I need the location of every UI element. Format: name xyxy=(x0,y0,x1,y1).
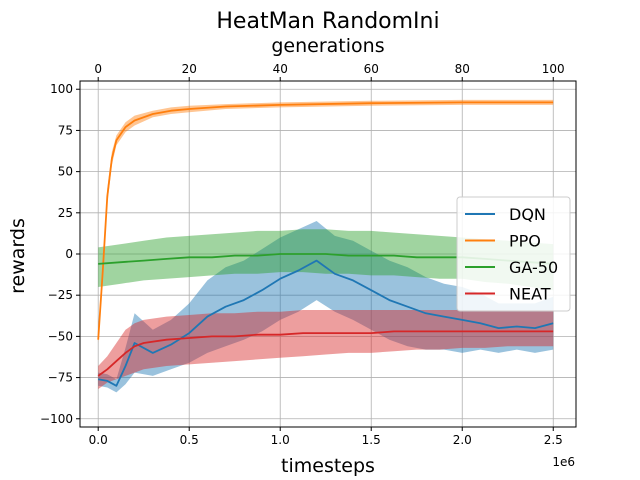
x-tick-label: 1.0 xyxy=(271,433,290,447)
legend-box xyxy=(456,196,571,312)
x-axis-label: timesteps xyxy=(281,455,375,477)
series-group xyxy=(97,99,554,393)
x-tick-label: 2.0 xyxy=(453,433,472,447)
x2-axis-label: generations xyxy=(271,35,384,57)
x-tick-label: 0.5 xyxy=(180,433,199,447)
legend: DQN PPO GA-50 NEAT xyxy=(456,196,571,312)
x-tick-label: 0.0 xyxy=(89,433,108,447)
x2-tick-label: 60 xyxy=(364,62,379,76)
series-band-neat xyxy=(98,310,554,390)
y-tick-label: 50 xyxy=(58,165,73,179)
y-tick-label: −100 xyxy=(40,412,73,426)
chart-title: HeatMan RandomIni xyxy=(216,9,439,34)
y-axis-label: rewards xyxy=(7,218,29,294)
y-tick-label: −25 xyxy=(48,288,73,302)
legend-label-ppo: PPO xyxy=(509,232,541,251)
x-tick-label: 1.5 xyxy=(362,433,381,447)
x2-tick-label: 20 xyxy=(182,62,197,76)
y-tick-label: −75 xyxy=(48,371,73,385)
y-tick-label: 75 xyxy=(58,123,73,137)
x-offset-label: 1e6 xyxy=(552,455,575,469)
y-tick-label: −50 xyxy=(48,329,73,343)
series-line-neat xyxy=(97,330,554,377)
legend-label-ga-50: GA-50 xyxy=(509,258,558,277)
x2-tick-label: 100 xyxy=(542,62,565,76)
plot-area: 0.0 0.5 1.0 1.5 2.0 2.5 0 20 40 60 80 100 −100 −75 −50… xyxy=(40,62,577,447)
x2-tick-label: 40 xyxy=(273,62,288,76)
series-line-ppo xyxy=(97,101,554,340)
y-tick-label: 25 xyxy=(58,206,73,220)
series-band-ga-50 xyxy=(98,229,554,291)
y-tick-label: 0 xyxy=(65,247,73,261)
x-tick-label: 2.5 xyxy=(544,433,563,447)
x2-tick-label: 0 xyxy=(94,62,102,76)
legend-label-dqn: DQN xyxy=(509,205,546,224)
x2-tick-label: 80 xyxy=(455,62,470,76)
legend-label-neat: NEAT xyxy=(509,285,551,304)
series-line-dqn xyxy=(98,259,554,387)
series-band-dqn xyxy=(98,221,554,393)
y-tick-label: 100 xyxy=(50,82,73,96)
